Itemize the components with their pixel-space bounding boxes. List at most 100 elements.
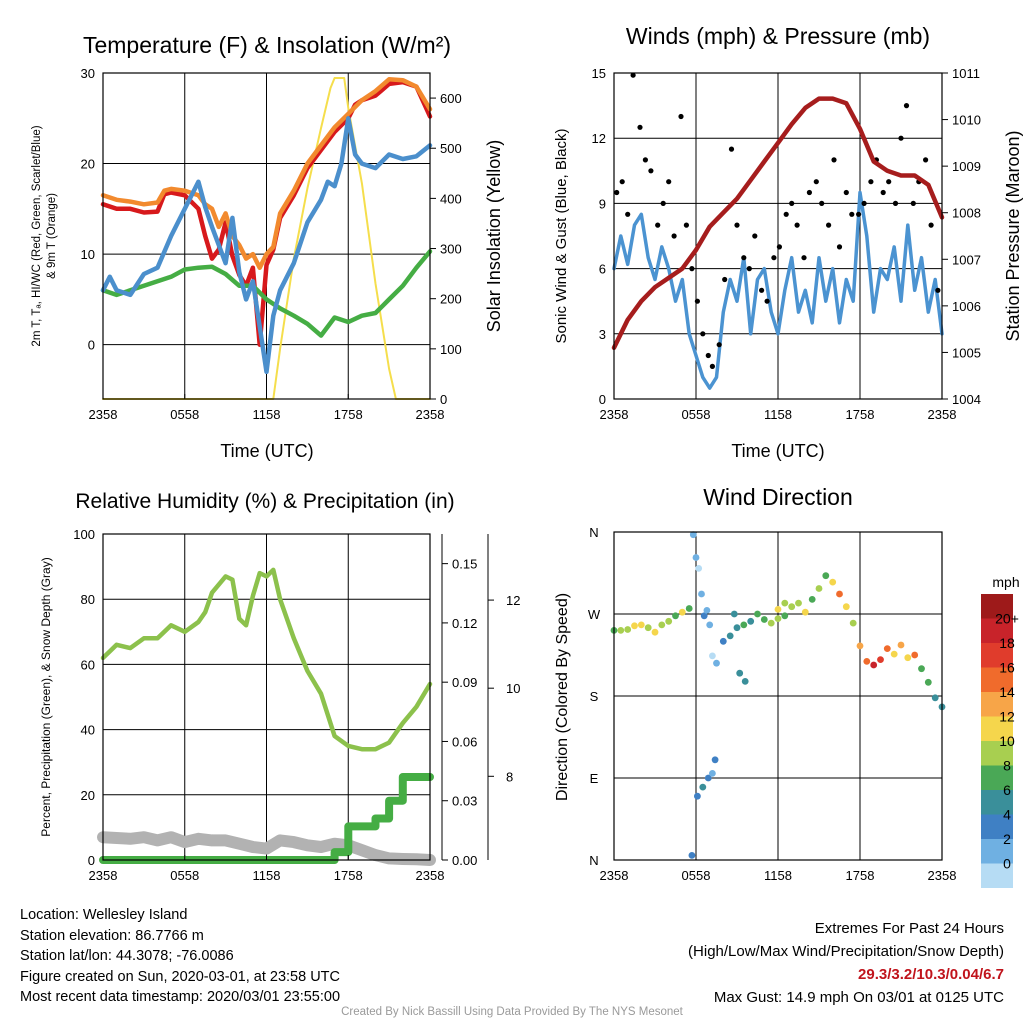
direction-point — [730, 610, 738, 618]
direction-point — [651, 628, 659, 636]
direction-point — [706, 621, 714, 629]
gust-point — [637, 124, 643, 130]
gust-point — [886, 179, 892, 185]
direction-point — [870, 661, 878, 669]
gust-point — [789, 200, 795, 206]
y-tick-label: N — [589, 525, 598, 540]
x-tick-label: 1758 — [334, 868, 363, 883]
direction-point — [678, 608, 686, 616]
gust-point — [648, 168, 654, 174]
humidity-series — [97, 567, 436, 866]
gust-point — [741, 255, 747, 261]
x-tick-label: 2358 — [928, 407, 957, 422]
x-tick-label: 0558 — [682, 868, 711, 883]
legend-swatch — [981, 667, 1013, 692]
x-tick-label: 1758 — [846, 868, 875, 883]
humidity-title: Relative Humidity (%) & Precipitation (i… — [75, 490, 454, 513]
direction-point — [698, 590, 705, 598]
direction-point — [689, 531, 697, 539]
temperature-xlabel: Time (UTC) — [220, 441, 313, 461]
apparent-temperature-line — [100, 249, 433, 338]
direction-point — [694, 792, 701, 800]
legend-label: 4 — [1003, 807, 1011, 823]
credit-line: Created By Nick Bassill Using Data Provi… — [341, 1006, 683, 1018]
gust-point — [776, 244, 783, 250]
x-tick-label: 1158 — [764, 868, 792, 883]
direction-point — [781, 599, 789, 607]
station-latlon: Station lat/lon: 44.3078; -76.0086 — [20, 948, 234, 964]
pressure-ylabel: Station Pressure (Maroon) — [1003, 130, 1023, 341]
y-tick-label: 12 — [592, 131, 606, 146]
gust-point — [892, 200, 899, 206]
temperature-panel: Temperature (F) & Insolation (W/m²) 2358… — [31, 32, 504, 461]
direction-point — [774, 606, 782, 613]
gust-point — [928, 222, 934, 228]
gust-point — [910, 200, 916, 206]
x-tick-label: 2358 — [600, 868, 629, 883]
y2-tick-label: 0.06 — [452, 734, 477, 749]
x-tick-label: 2358 — [89, 868, 118, 883]
legend-label: 16 — [999, 660, 1015, 676]
legend-swatch — [981, 790, 1013, 815]
x-tick-label: 0558 — [170, 407, 199, 422]
y-tick-label: 0 — [88, 853, 95, 868]
legend-swatch — [981, 643, 1013, 668]
direction-title: Wind Direction — [703, 484, 853, 510]
direction-point — [931, 694, 939, 702]
recent-timestamp: Most recent data timestamp: 2020/03/01 2… — [20, 989, 341, 1005]
gust-point — [660, 200, 666, 206]
extremes-subheading: (High/Low/Max Wind/Precipitation/Snow De… — [688, 943, 1004, 960]
legend-label: 18 — [999, 635, 1015, 651]
gust-point — [683, 222, 690, 228]
gust-point — [880, 189, 886, 196]
direction-panel: Wind Direction 2358 0558 1158 1758 2358NESWN… — [554, 484, 1020, 888]
figure-created: Figure created on Sun, 2020-03-01, at 23… — [20, 968, 340, 985]
direction-point — [711, 756, 719, 764]
legend-swatch — [981, 839, 1013, 864]
gust-point — [861, 200, 867, 206]
direction-point — [781, 612, 789, 620]
x-tick-label: 2358 — [89, 407, 118, 422]
y-tick-label: 30 — [81, 66, 95, 81]
gust-point — [868, 179, 874, 185]
direction-point — [699, 783, 707, 791]
x-tick-label: 2358 — [600, 407, 629, 422]
y2-tick-label: 0.03 — [452, 794, 477, 809]
direction-point — [767, 619, 775, 627]
legend-label: 8 — [1003, 758, 1011, 774]
x-tick-label: 1158 — [253, 407, 281, 422]
direction-point — [685, 605, 693, 612]
direction-point — [918, 665, 925, 673]
legend-swatch — [981, 692, 1013, 717]
relative-humidity-line — [100, 567, 433, 752]
direction-point — [631, 622, 638, 630]
winds-panel: Winds (mph) & Pressure (mb) 2358 0558 1158… — [553, 23, 1023, 461]
gust-point — [771, 255, 777, 261]
humidity-ticks: 2358 0558 1158 1758 23580204060801000.000.03… — [73, 527, 520, 883]
direction-point — [665, 617, 673, 625]
y2-tick-label: 0.00 — [452, 853, 477, 868]
legend-label: 10 — [999, 733, 1015, 749]
y-tick-label: 15 — [592, 66, 606, 81]
legend-swatch — [981, 765, 1013, 790]
direction-point — [672, 612, 679, 620]
direction-point — [822, 572, 830, 580]
direction-point — [890, 650, 898, 658]
direction-point — [877, 656, 884, 663]
y2-tick-label: 0 — [440, 392, 447, 407]
humidity-ylabel: Percent, Precipitation (Green), & Snow D… — [39, 557, 53, 836]
gust-point — [642, 157, 649, 163]
direction-point — [849, 619, 857, 627]
winds-ylabel: Sonic Wind & Gust (Blue, Black) — [553, 128, 570, 343]
y-tick-label: W — [588, 607, 601, 622]
direction-point — [688, 852, 696, 859]
snow-tick-label: 12 — [506, 593, 520, 608]
direction-point — [637, 621, 645, 629]
direction-point — [924, 678, 932, 686]
x-tick-label: 1758 — [334, 407, 363, 422]
gust-point — [700, 331, 706, 337]
legend-swatch — [981, 814, 1013, 839]
gust-point — [619, 179, 625, 185]
gust-point — [752, 233, 758, 239]
snow-depth-line — [97, 831, 436, 866]
